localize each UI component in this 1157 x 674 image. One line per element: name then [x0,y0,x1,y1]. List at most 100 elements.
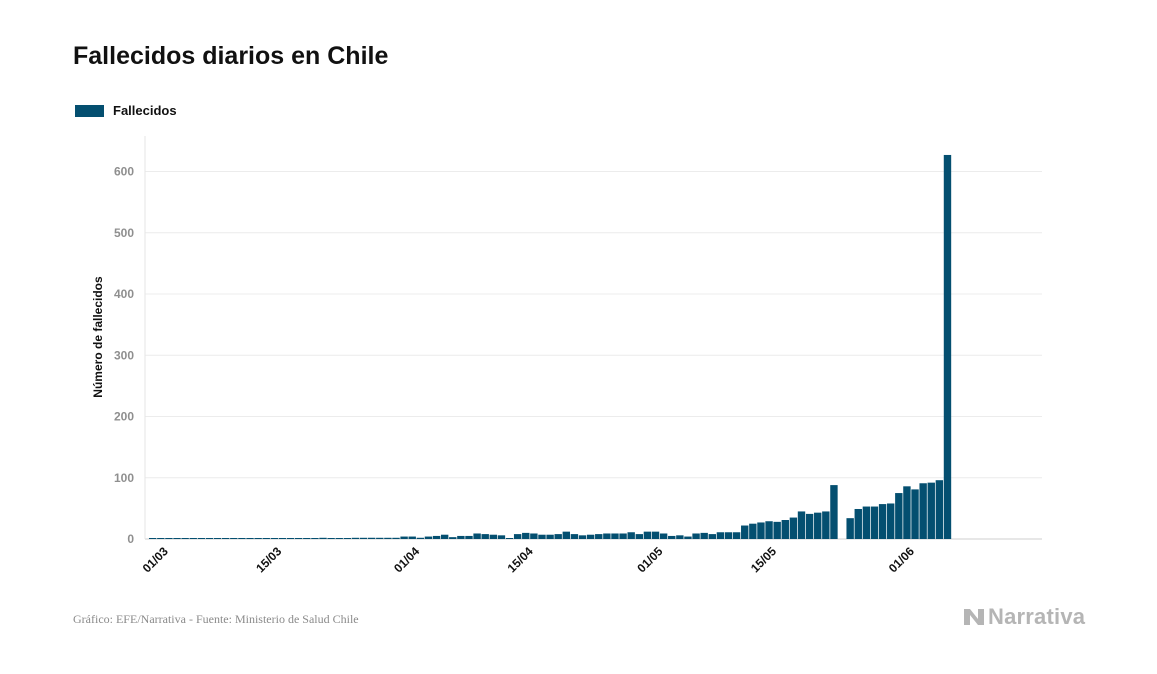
x-tick-labels: 01/03 15/03 01/04 15/04 01/05 15/05 01/06 [140,544,917,575]
bar [659,533,668,539]
bar [927,482,935,539]
bar [570,534,579,539]
bar [708,534,716,539]
bar [157,538,165,539]
bar [578,535,587,540]
bar [903,486,911,539]
bar [870,506,879,539]
bar [327,538,335,539]
x-tick-label: 01/05 [634,544,665,575]
bar [254,538,262,539]
bar [359,537,368,539]
bar [822,511,830,539]
bar [732,532,741,539]
bar [189,538,197,539]
bar [367,537,376,539]
bar [457,535,465,539]
chart-title: Fallecidos diarios en Chile [73,42,389,70]
bar [643,531,652,539]
bar [911,489,919,539]
y-tick-label: 400 [114,287,134,301]
bar [343,538,352,539]
bar [724,532,733,539]
bar [270,538,279,539]
bar [294,538,303,539]
x-tick-label: 15/03 [253,544,284,575]
bar [773,521,781,539]
bar [935,480,944,539]
bar [465,535,473,539]
bar [505,538,514,539]
bar [805,513,814,539]
logo-text: Narrativa [988,604,1086,629]
bar [765,521,773,539]
bar [692,533,700,539]
bar [424,536,433,539]
x-tick-label: 15/05 [748,544,779,575]
bar [797,511,806,539]
narrativa-logo: Narrativa [963,604,1085,630]
bar [149,538,157,539]
bar [246,538,254,539]
bar [416,537,425,539]
legend: Fallecidos [75,103,177,118]
bar [814,512,822,539]
bar [392,537,400,539]
bar [676,535,684,540]
bar [789,517,798,539]
y-tick-label: 300 [114,348,134,362]
bar [538,534,546,539]
bar [830,485,838,539]
bar [262,538,270,539]
bar [497,535,506,540]
narrativa-logo-icon [964,609,984,625]
bar [887,503,895,540]
bar [619,533,627,539]
bar [846,518,854,539]
source-note: Gráfico: EFE/Narrativa - Fuente: Ministe… [73,612,359,626]
bar [319,537,327,539]
bar [522,532,530,540]
bar [895,493,903,539]
bar [165,538,173,539]
y-tick-labels: 0 100 200 300 400 500 600 [114,165,134,547]
bar [757,522,765,539]
bar [635,534,643,539]
bar [781,520,789,539]
bar [473,533,481,539]
bar [854,508,862,539]
grid-lines [144,136,1042,540]
y-tick-label: 200 [114,410,134,424]
bar [878,504,887,539]
y-tick-label: 600 [114,165,134,179]
bar [943,154,952,539]
bar [603,533,611,539]
bar [221,538,230,539]
bar [286,538,295,539]
bar [432,535,441,539]
bar [408,536,416,539]
bar [546,534,554,539]
legend-swatch [75,104,104,117]
bar [489,534,498,539]
bar [311,538,319,539]
bar [513,534,522,539]
bar [481,534,489,539]
bar [611,533,619,539]
bar [351,537,360,539]
x-tick-label: 15/04 [505,544,536,575]
bar [668,535,676,539]
bar [238,538,246,539]
legend-label: Fallecidos [113,103,177,118]
x-tick-label: 01/04 [391,544,422,575]
bar [554,534,562,539]
bar [741,525,749,539]
bar [530,533,538,539]
bar [335,538,343,539]
bars [149,154,952,540]
bar [384,537,392,539]
bar [440,534,449,539]
bar [700,532,708,540]
bar [862,506,871,539]
